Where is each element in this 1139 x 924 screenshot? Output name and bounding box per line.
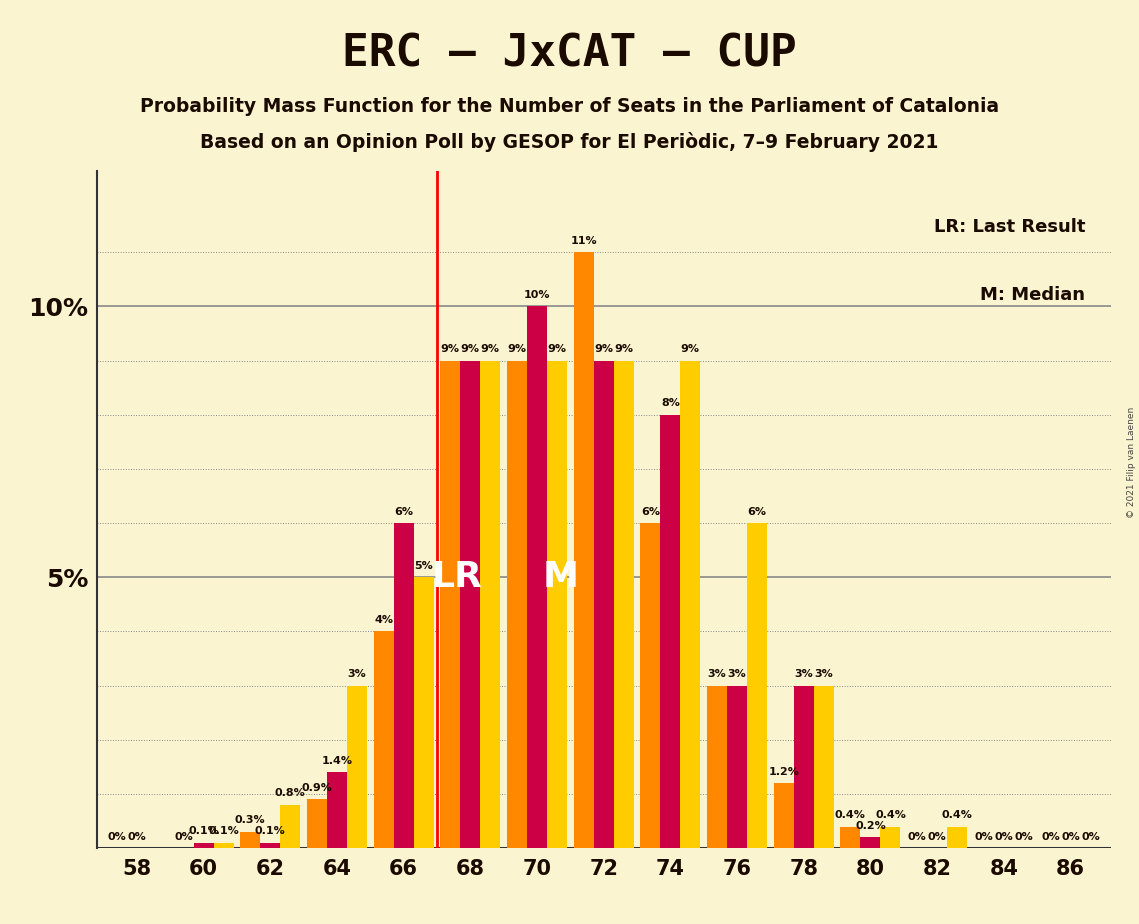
Bar [194,843,213,848]
Text: Probability Mass Function for the Number of Seats in the Parliament of Catalonia: Probability Mass Function for the Number… [140,97,999,116]
Text: 8%: 8% [661,398,680,408]
Text: 0.9%: 0.9% [302,783,333,793]
Text: 4%: 4% [374,615,393,625]
Bar [260,843,280,848]
Text: 0%: 0% [174,832,192,842]
Text: ERC – JxCAT – CUP: ERC – JxCAT – CUP [342,32,797,76]
Text: 9%: 9% [461,344,480,354]
Text: 3%: 3% [707,669,727,679]
Text: 0.4%: 0.4% [942,810,973,821]
Text: 9%: 9% [441,344,460,354]
Text: M: Median: M: Median [981,286,1085,304]
Text: 6%: 6% [747,506,767,517]
Bar [574,252,593,848]
Bar [880,827,901,848]
Bar [773,784,794,848]
Text: 0.4%: 0.4% [875,810,906,821]
Bar [948,827,967,848]
Text: 0%: 0% [128,832,146,842]
Bar [593,360,614,848]
Bar [306,799,327,848]
Text: 0%: 0% [928,832,947,842]
Bar [347,686,367,848]
Bar [747,523,767,848]
Text: 0%: 0% [975,832,993,842]
Bar [727,686,747,848]
Bar [507,360,527,848]
Text: 6%: 6% [641,506,659,517]
Bar [640,523,661,848]
Bar [460,360,481,848]
Text: 0%: 0% [1062,832,1080,842]
Text: 0.8%: 0.8% [274,788,305,798]
Text: LR: LR [432,560,483,594]
Text: 9%: 9% [595,344,613,354]
Bar [240,832,260,848]
Text: 0.1%: 0.1% [188,826,219,836]
Text: 3%: 3% [728,669,746,679]
Text: 0.2%: 0.2% [855,821,886,831]
Text: 3%: 3% [794,669,813,679]
Bar [374,631,394,848]
Text: 0%: 0% [994,832,1014,842]
Bar [413,578,434,848]
Text: 10%: 10% [524,290,550,300]
Bar [327,772,347,848]
Text: 0.1%: 0.1% [208,826,239,836]
Bar [280,805,301,848]
Bar [841,827,860,848]
Text: Based on an Opinion Poll by GESOP for El Periòdic, 7–9 February 2021: Based on an Opinion Poll by GESOP for El… [200,132,939,152]
Text: 1.4%: 1.4% [321,756,352,766]
Bar [213,843,233,848]
Text: 9%: 9% [508,344,526,354]
Text: 6%: 6% [394,506,413,517]
Text: 9%: 9% [481,344,500,354]
Bar [813,686,834,848]
Bar [707,686,727,848]
Text: 0.4%: 0.4% [835,810,866,821]
Text: 3%: 3% [347,669,367,679]
Bar [441,360,460,848]
Bar [614,360,633,848]
Text: M: M [542,560,579,594]
Bar [794,686,813,848]
Text: 11%: 11% [571,236,597,246]
Text: 0%: 0% [1041,832,1060,842]
Bar [527,307,547,848]
Text: 3%: 3% [814,669,833,679]
Text: LR: Last Result: LR: Last Result [934,218,1085,237]
Text: © 2021 Filip van Laenen: © 2021 Filip van Laenen [1126,407,1136,517]
Bar [661,415,680,848]
Text: 9%: 9% [548,344,566,354]
Bar [547,360,567,848]
Text: 0%: 0% [107,832,126,842]
Text: 5%: 5% [415,561,433,571]
Text: 0%: 0% [1081,832,1100,842]
Text: 0%: 0% [1015,832,1033,842]
Text: 0%: 0% [908,832,926,842]
Text: 0.3%: 0.3% [235,816,265,825]
Text: 1.2%: 1.2% [769,767,800,777]
Bar [680,360,700,848]
Text: 0.1%: 0.1% [255,826,286,836]
Text: 9%: 9% [614,344,633,354]
Text: 9%: 9% [681,344,699,354]
Bar [481,360,500,848]
Bar [394,523,413,848]
Bar [860,837,880,848]
